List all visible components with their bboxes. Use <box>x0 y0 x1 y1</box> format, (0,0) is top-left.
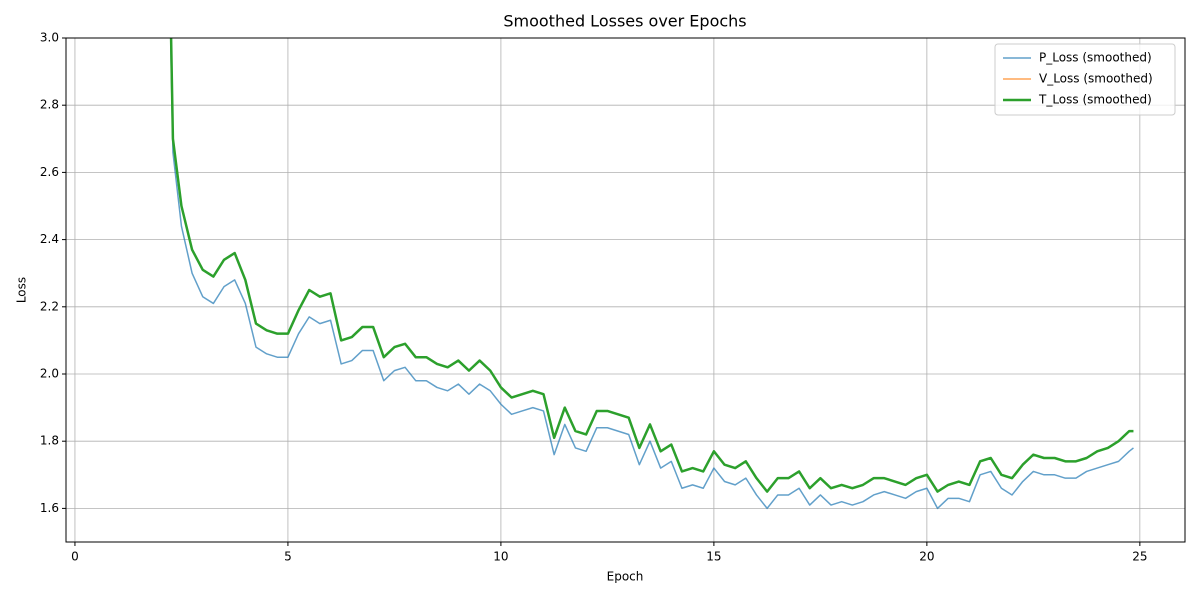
legend-frame <box>994 43 1176 116</box>
y-tick-label: 2.6 <box>40 165 59 179</box>
series-line <box>170 44 1134 510</box>
x-tick-label: 0 <box>71 550 79 564</box>
axes-frame <box>65 37 1186 543</box>
y-axis-label: Loss <box>15 277 29 303</box>
y-tick-label: 1.8 <box>40 434 59 448</box>
y-tick-label: 2.2 <box>40 299 59 313</box>
y-tick-label: 3.0 <box>40 31 59 45</box>
legend: P_Loss (smoothed) V_Loss (smoothed) T_Loss… <box>994 43 1176 116</box>
legend-label: T_Loss (smoothed) <box>1038 93 1152 107</box>
x-tick-label: 25 <box>1132 550 1147 564</box>
legend-label: V_Loss (smoothed) <box>1039 72 1153 86</box>
legend-label: P_Loss (smoothed) <box>1039 51 1152 65</box>
x-tick-label: 5 <box>284 550 292 564</box>
y-tick-label: 2.4 <box>40 232 59 246</box>
x-tick-label: 10 <box>493 550 508 564</box>
y-tick-label: 1.6 <box>40 501 59 515</box>
x-tick-label: 20 <box>919 550 934 564</box>
plot-area <box>169 38 1134 510</box>
x-tick-label: 15 <box>706 550 721 564</box>
series-line <box>169 38 1134 493</box>
x-axis-label: Epoch <box>607 570 644 584</box>
chart-title: Smoothed Losses over Epochs <box>503 12 746 31</box>
y-tick-label: 2.8 <box>40 98 59 112</box>
y-tick-label: 2.0 <box>40 367 59 381</box>
